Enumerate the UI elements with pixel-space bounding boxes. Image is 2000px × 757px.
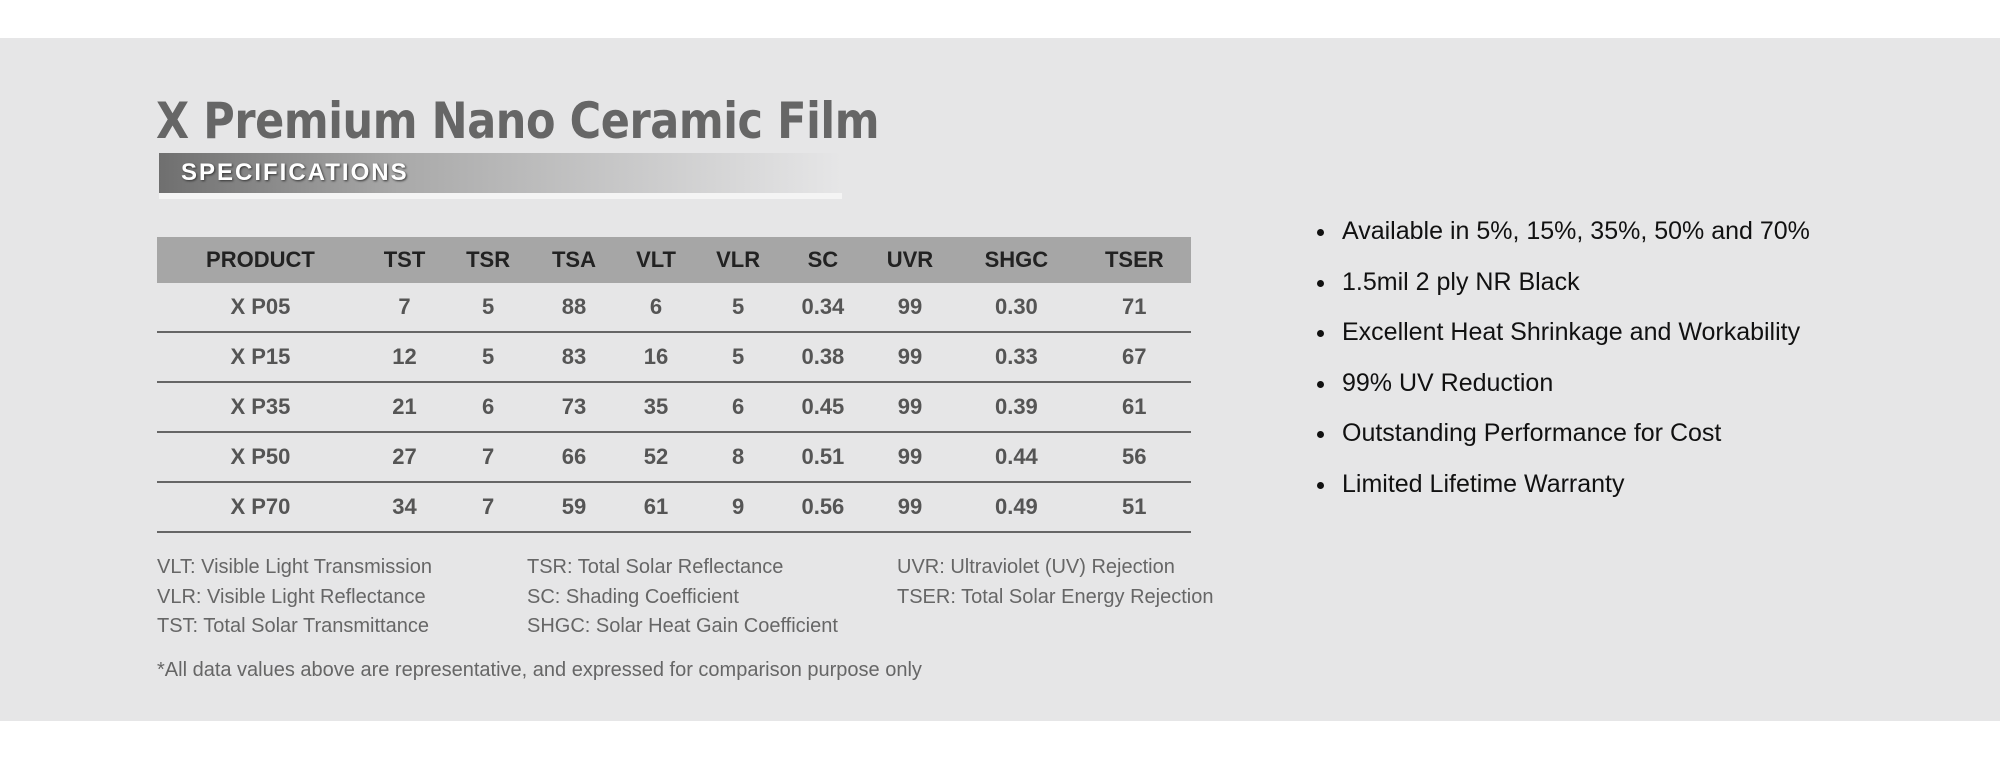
table-cell: 61 — [1077, 382, 1191, 433]
legend-item: VLT: Visible Light Transmission — [157, 556, 432, 578]
table-cell: X P35 — [157, 382, 364, 433]
table-cell: 5 — [695, 332, 782, 383]
table-cell: 7 — [445, 432, 532, 483]
table-cell: 21 — [363, 382, 446, 433]
table-cell: 0.45 — [781, 382, 865, 433]
header-row: PRODUCT TST TSR TSA VLT VLR SC UVR SHGC TSER — [157, 237, 1191, 283]
table-cell: 0.33 — [955, 332, 1078, 383]
table-cell: 99 — [864, 283, 956, 333]
feature-item: Excellent Heat Shrinkage and Workability — [1338, 309, 1810, 360]
table-cell: 6 — [616, 283, 696, 333]
table-cell: 0.56 — [781, 482, 865, 533]
table-cell: X P70 — [157, 482, 364, 533]
table-cell: 0.39 — [955, 382, 1078, 433]
table-cell: 34 — [363, 482, 446, 533]
table-cell: 88 — [531, 283, 617, 333]
table-cell: 99 — [864, 332, 956, 383]
table-cell: 5 — [445, 283, 532, 333]
table-row: X P50 27 7 66 52 8 0.51 99 0.44 56 — [157, 432, 1191, 483]
table-cell: 0.51 — [781, 432, 865, 483]
column-header: TSR — [445, 237, 532, 283]
column-header: SC — [781, 237, 865, 283]
table-cell: 67 — [1077, 332, 1191, 383]
feature-item: Limited Lifetime Warranty — [1338, 461, 1810, 512]
table-cell: 6 — [695, 382, 782, 433]
table-cell: 27 — [363, 432, 446, 483]
table-cell: 0.38 — [781, 332, 865, 383]
title: X Premium Nano Ceramic Film — [156, 92, 880, 150]
subtitle-bar: SPECIFICATIONS — [159, 153, 842, 199]
table-cell: 35 — [616, 382, 696, 433]
spec-table: PRODUCT TST TSR TSA VLT VLR SC UVR SHGC TSER X P05… — [157, 237, 1191, 533]
table-row: X P70 34 7 59 61 9 0.56 99 0.49 51 — [157, 482, 1191, 533]
feature-item: Available in 5%, 15%, 35%, 50% and 70% — [1338, 208, 1810, 259]
table-row: X P35 21 6 73 35 6 0.45 99 0.39 61 — [157, 382, 1191, 433]
table-cell: 71 — [1077, 283, 1191, 333]
table-cell: 56 — [1077, 432, 1191, 483]
table-cell: 5 — [695, 283, 782, 333]
legend-item: TSR: Total Solar Reflectance — [527, 556, 784, 578]
table-cell: 99 — [864, 432, 956, 483]
table-cell: X P15 — [157, 332, 364, 383]
table-cell: 7 — [363, 283, 446, 333]
table-cell: 7 — [445, 482, 532, 533]
legend-item: VLR: Visible Light Reflectance — [157, 585, 426, 608]
table-cell: 5 — [445, 332, 532, 383]
table-cell: 6 — [445, 382, 532, 433]
table-row: X P05 7 5 88 6 5 0.34 99 0.30 71 — [157, 283, 1191, 333]
feature-list: Available in 5%, 15%, 35%, 50% and 70%1.… — [1300, 208, 1810, 512]
column-header: SHGC — [955, 237, 1078, 283]
legend-item: UVR: Ultraviolet (UV) Rejection — [897, 556, 1175, 578]
table-cell: 66 — [531, 432, 617, 483]
table-cell: 0.34 — [781, 283, 865, 333]
table-cell: X P05 — [157, 283, 364, 333]
legend-item: TSER: Total Solar Energy Rejection — [897, 585, 1214, 608]
table-cell: 99 — [864, 482, 956, 533]
table-cell: 0.49 — [955, 482, 1078, 533]
column-header: VLR — [695, 237, 782, 283]
column-header: PRODUCT — [157, 237, 364, 283]
table-cell: X P50 — [157, 432, 364, 483]
table-cell: 73 — [531, 382, 617, 433]
column-header: VLT — [616, 237, 696, 283]
legend-item: TST: Total Solar Transmittance — [157, 615, 429, 637]
legend-item: SHGC: Solar Heat Gain Coefficient — [527, 615, 838, 637]
feature-item: Outstanding Performance for Cost — [1338, 410, 1810, 461]
table-cell: 0.30 — [955, 283, 1078, 333]
table-cell: 99 — [864, 382, 956, 433]
feature-item: 99% UV Reduction — [1338, 360, 1810, 411]
table-row: X P15 12 5 83 16 5 0.38 99 0.33 67 — [157, 332, 1191, 383]
column-header: UVR — [864, 237, 956, 283]
footnote: *All data values above are representativ… — [157, 659, 922, 681]
table-cell: 83 — [531, 332, 617, 383]
table-cell: 0.44 — [955, 432, 1078, 483]
subtitle: SPECIFICATIONS — [181, 159, 409, 186]
table-cell: 12 — [363, 332, 446, 383]
table-cell: 16 — [616, 332, 696, 383]
table-cell: 8 — [695, 432, 782, 483]
table-cell: 51 — [1077, 482, 1191, 533]
legend-item: SC: Shading Coefficient — [527, 585, 739, 608]
table-cell: 52 — [616, 432, 696, 483]
table-cell: 9 — [695, 482, 782, 533]
table-cell: 61 — [616, 482, 696, 533]
feature-item: 1.5mil 2 ply NR Black — [1338, 259, 1810, 310]
column-header: TSER — [1077, 237, 1191, 283]
column-header: TSA — [531, 237, 617, 283]
table-cell: 59 — [531, 482, 617, 533]
column-header: TST — [363, 237, 446, 283]
